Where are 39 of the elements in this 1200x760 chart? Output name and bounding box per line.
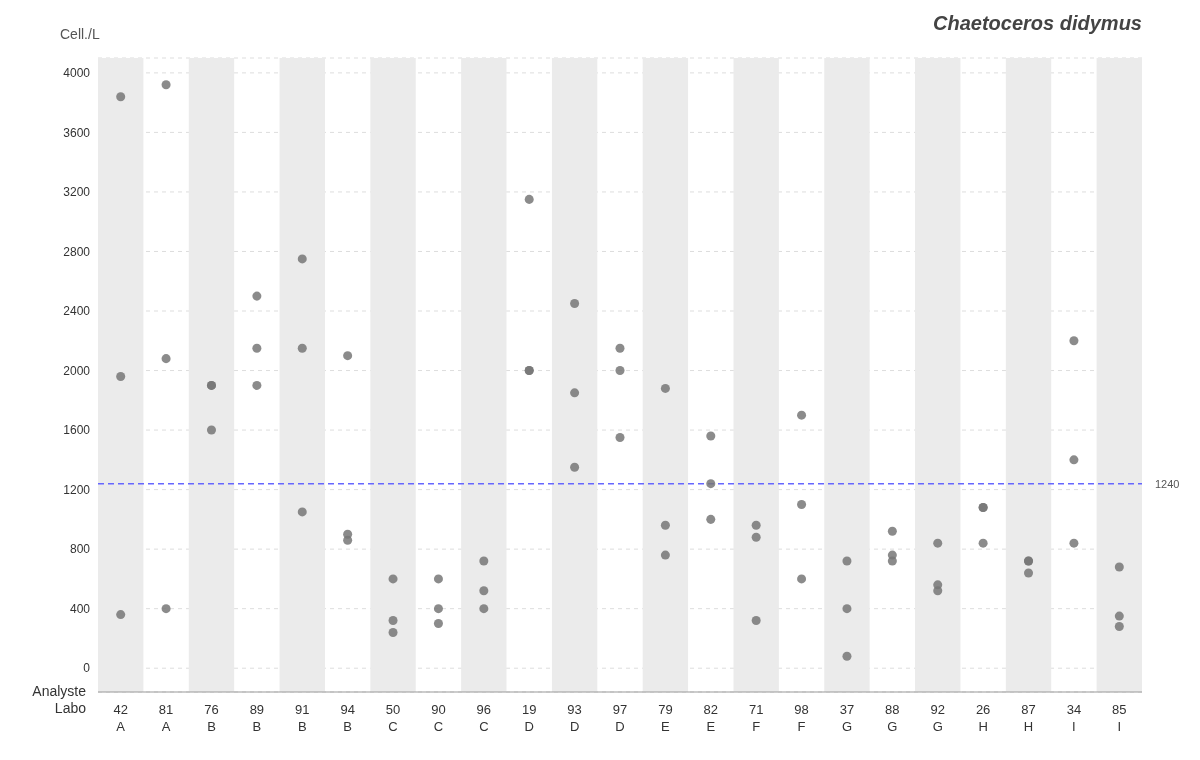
y-tick-label: 800 xyxy=(69,542,91,557)
x-tick-label: 96 C xyxy=(476,702,492,734)
y-tick-label: 1200 xyxy=(63,482,91,497)
text: Labo xyxy=(53,700,86,716)
x-tick-label: 37 G xyxy=(839,702,855,734)
x-tick-label: 88 G xyxy=(885,702,900,734)
x-tick-label: 19 D xyxy=(521,702,537,734)
y-tick-label: 2000 xyxy=(63,363,91,378)
x-tick-label: 81 A xyxy=(158,702,174,734)
text: Analyste xyxy=(31,683,86,699)
y-tick-label: 3200 xyxy=(63,185,91,200)
y-tick-label: 3600 xyxy=(63,125,91,140)
x-tick-label: 82 E xyxy=(703,702,719,734)
x-tick-label: 90 C xyxy=(431,702,446,734)
y-tick-label: 2400 xyxy=(63,304,91,319)
chart-title: Chaetoceros didymus xyxy=(933,12,1142,35)
y-tick-label: 4000 xyxy=(63,66,91,81)
x-tick-label: 34 I xyxy=(1066,702,1082,734)
x-tick-label: 87 H xyxy=(1021,702,1036,734)
ref-line-label: 1240 xyxy=(1155,477,1180,490)
x-tick-label: 93 D xyxy=(567,702,582,734)
x-tick-label: 42 A xyxy=(113,702,128,734)
y-tick-label: 1600 xyxy=(63,423,91,438)
x-tick-label: 89 B xyxy=(249,702,265,734)
x-tick-label: 94 B xyxy=(340,702,355,734)
x-tick-label: 76 B xyxy=(204,702,219,734)
x-tick-label: 98 F xyxy=(794,702,809,734)
y-axis-title: Cell./L xyxy=(60,26,100,42)
x-tick-label: 91 B xyxy=(295,702,310,734)
x-tick-label: 79 E xyxy=(658,702,673,734)
y-tick-label: 0 xyxy=(83,661,91,676)
x-tick-label: 50 C xyxy=(385,702,401,734)
x-tick-label: 92 G xyxy=(930,702,945,734)
x-tick-label: 26 H xyxy=(975,702,991,734)
y-tick-label: 400 xyxy=(69,601,91,616)
x-tick-label: 97 D xyxy=(612,702,628,734)
y-tick-label: 2800 xyxy=(63,244,91,259)
x-tick-label: 71 F xyxy=(748,702,764,734)
x-tick-label: 85 I xyxy=(1112,702,1127,734)
